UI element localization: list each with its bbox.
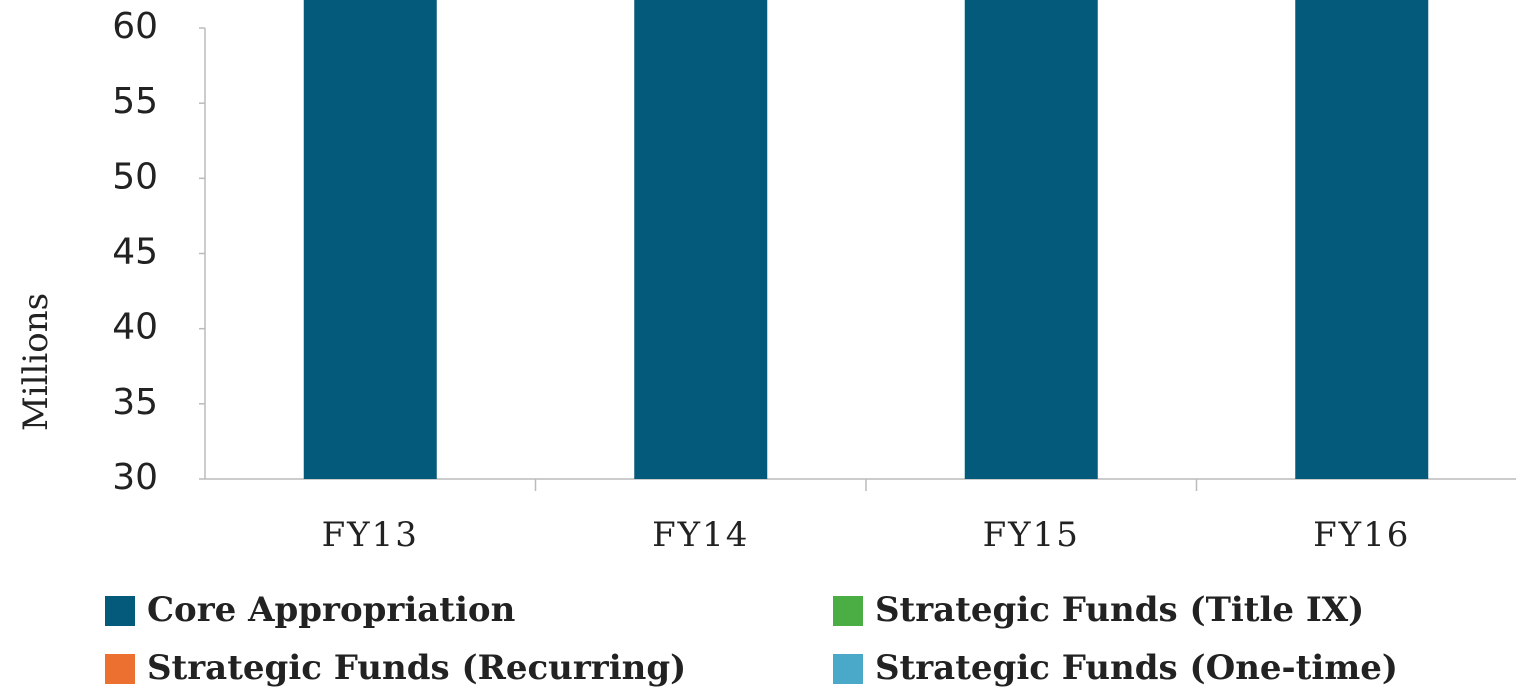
bar-segment <box>964 0 1098 479</box>
legend-swatch <box>833 596 863 626</box>
legend-label: Strategic Funds (Title IX) <box>875 590 1364 630</box>
legend-label: Strategic Funds (Recurring) <box>147 648 686 688</box>
y-tick-label: 35 <box>112 382 158 423</box>
legend-swatch <box>833 654 863 684</box>
y-tick-label: 45 <box>112 232 158 273</box>
y-tick-label: 55 <box>112 81 158 122</box>
legend-label: Core Appropriation <box>147 590 515 630</box>
y-tick-label: 40 <box>112 307 158 348</box>
y-tick-label: 50 <box>112 156 158 197</box>
bar-segment <box>1295 0 1429 479</box>
y-tick-label: 30 <box>112 457 158 498</box>
x-tick-label: FY16 <box>1313 515 1410 555</box>
legend-swatch <box>105 596 135 626</box>
y-tick-label: 60 <box>112 6 158 47</box>
x-tick-label: FY15 <box>983 515 1080 555</box>
bar-segment <box>634 0 768 480</box>
y-axis-label: Millions <box>16 293 56 431</box>
legend-swatch <box>105 654 135 684</box>
legend-label: Strategic Funds (One-time) <box>875 648 1398 688</box>
x-tick-label: FY14 <box>652 515 749 555</box>
x-tick-label: FY13 <box>322 515 419 555</box>
bar-segment <box>303 0 437 480</box>
